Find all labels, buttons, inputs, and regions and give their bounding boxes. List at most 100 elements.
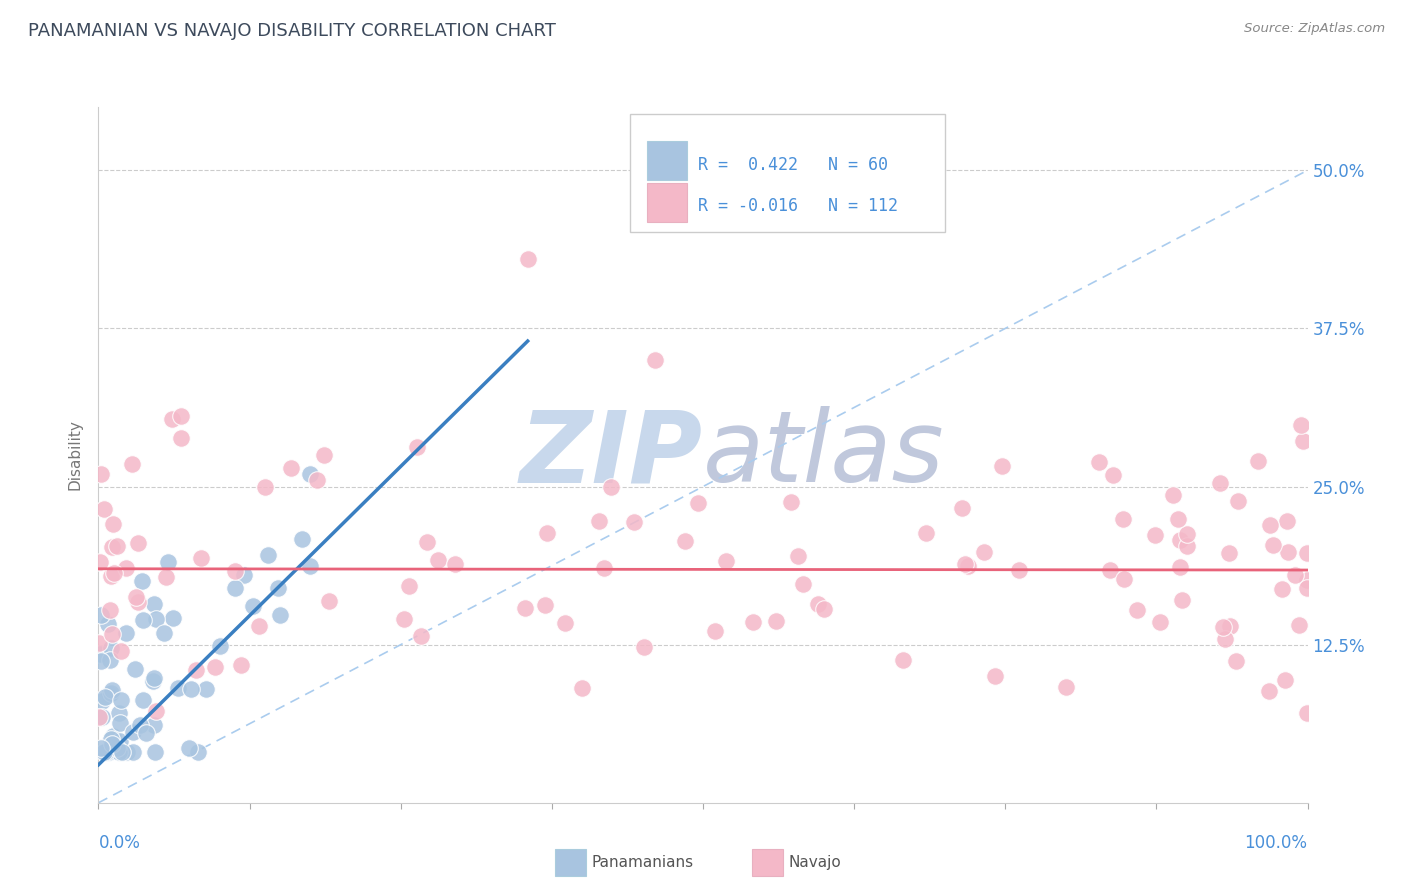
Point — [1149, 615, 1171, 629]
Point — [1175, 539, 1198, 553]
Point — [956, 558, 979, 573]
Point — [100, 738, 122, 752]
Point — [177, 741, 200, 756]
Point — [742, 615, 765, 629]
Point — [110, 733, 132, 747]
Point — [160, 412, 183, 426]
Point — [224, 564, 246, 578]
Point — [1175, 527, 1198, 541]
Text: 0.0%: 0.0% — [98, 834, 141, 852]
Point — [131, 574, 153, 588]
Point — [108, 745, 131, 759]
Point — [89, 555, 111, 569]
Point — [96, 617, 118, 632]
Point — [142, 671, 165, 685]
Point — [100, 641, 122, 656]
Point — [204, 659, 226, 673]
Point — [305, 473, 328, 487]
Point — [291, 533, 314, 547]
Point — [1263, 538, 1285, 552]
Point — [93, 502, 115, 516]
Text: R = -0.016   N = 112: R = -0.016 N = 112 — [697, 197, 898, 215]
Point — [115, 745, 138, 759]
Point — [208, 639, 231, 653]
Point — [1295, 581, 1317, 595]
Point — [100, 731, 122, 746]
Point — [953, 557, 976, 571]
Point — [1102, 467, 1125, 482]
Point — [100, 569, 122, 583]
Point — [105, 740, 128, 755]
Point — [392, 612, 415, 626]
Point — [98, 603, 121, 617]
Point — [1284, 568, 1306, 582]
Point — [1008, 563, 1031, 577]
Point — [673, 533, 696, 548]
Point — [90, 467, 112, 481]
Point — [101, 729, 124, 743]
Text: Navajo: Navajo — [789, 855, 842, 870]
Point — [231, 657, 253, 672]
Point — [110, 715, 132, 730]
Point — [991, 459, 1014, 474]
Point — [1274, 673, 1296, 687]
Point — [1247, 454, 1270, 468]
Point — [1277, 545, 1299, 559]
Point — [121, 745, 143, 759]
Point — [101, 516, 124, 531]
Point — [813, 602, 835, 616]
Point — [93, 690, 115, 704]
Point — [1098, 563, 1121, 577]
Point — [242, 599, 264, 614]
Point — [97, 745, 120, 759]
Text: Panamanians: Panamanians — [592, 855, 695, 870]
Point — [1170, 533, 1192, 547]
Point — [247, 619, 270, 633]
Point — [101, 540, 124, 554]
Point — [1258, 684, 1281, 698]
Point — [115, 625, 138, 640]
Point — [1271, 582, 1294, 596]
Point — [280, 460, 302, 475]
Point — [593, 561, 616, 575]
Point — [644, 353, 666, 368]
Point — [167, 681, 190, 695]
Point — [142, 674, 165, 689]
Point — [103, 566, 125, 580]
Point — [314, 449, 336, 463]
Point — [588, 514, 610, 528]
Point — [157, 555, 180, 569]
Point — [105, 539, 128, 553]
Point — [1291, 418, 1313, 433]
Point — [298, 559, 321, 574]
Point — [90, 654, 112, 668]
Point — [513, 601, 536, 615]
Point — [623, 515, 645, 529]
Point — [100, 627, 122, 641]
Point — [253, 480, 276, 494]
Point — [115, 561, 138, 575]
Point — [779, 495, 801, 509]
Point — [554, 615, 576, 630]
Point — [127, 536, 149, 550]
Point — [536, 526, 558, 541]
Point — [1295, 573, 1317, 587]
Point — [128, 718, 150, 732]
Point — [406, 440, 429, 454]
Point — [765, 614, 787, 628]
Point — [143, 745, 166, 759]
Point — [257, 549, 280, 563]
Point — [132, 613, 155, 627]
Point — [1161, 488, 1184, 502]
Point — [1088, 455, 1111, 469]
Point — [914, 525, 936, 540]
Point — [187, 745, 209, 759]
Point — [96, 745, 118, 759]
Point — [1112, 512, 1135, 526]
Point — [170, 409, 193, 424]
Point — [145, 612, 167, 626]
Point — [1212, 620, 1234, 634]
Point — [267, 581, 290, 595]
Point — [891, 652, 914, 666]
Point — [427, 553, 450, 567]
